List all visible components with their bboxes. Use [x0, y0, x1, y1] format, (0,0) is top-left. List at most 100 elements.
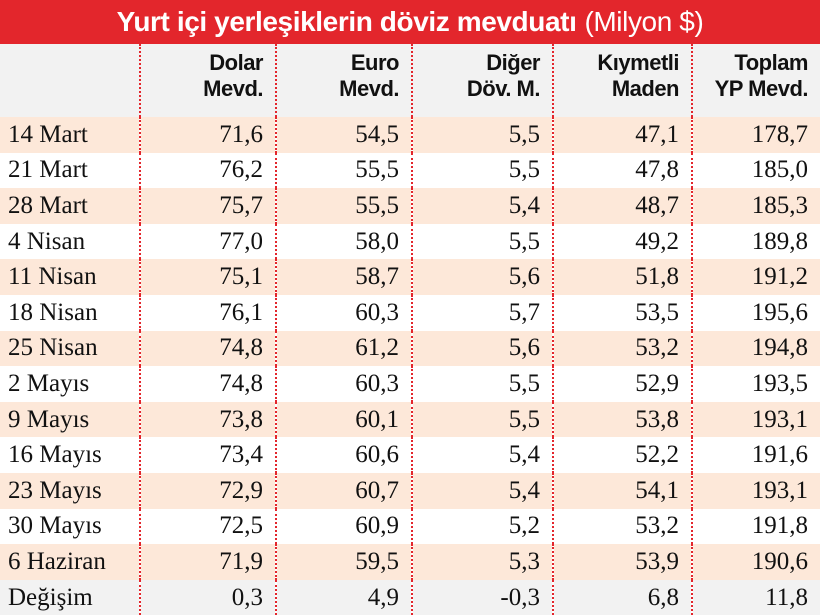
table-cell: 51,8 [553, 259, 693, 295]
table-cell: 59,5 [276, 544, 413, 580]
table-cell: 5,5 [412, 223, 554, 260]
table-row: 4 Nisan 77,0 58,0 5,5 49,2 189,8 [0, 223, 820, 260]
table-cell: 193,1 [751, 405, 808, 433]
table-cell: 49,2 [553, 223, 693, 260]
column-header-line2: Mevd. [339, 76, 399, 101]
table-cell: 77,0 [140, 223, 277, 260]
table-cell: 6,8 [553, 579, 693, 615]
table-cell: 53,2 [553, 508, 693, 545]
table-cell: 58,0 [276, 223, 413, 260]
table-cell: 60,7 [276, 472, 413, 509]
row-label: 4 Nisan [0, 223, 141, 260]
header-row: Dolar Mevd. Euro Mevd. Diğer Döv. M. Kıymet… [0, 44, 820, 117]
column-header-line2: YP Mevd. [714, 76, 809, 101]
column-header: Euro Mevd. [276, 44, 413, 117]
table-cell: 55,5 [276, 152, 413, 189]
table-row: 21 Mart 76,2 55,5 5,5 47,8 185,0 [0, 152, 820, 189]
title-bar: Yurt içi yerleşiklerin döviz mevduatı (M… [0, 0, 820, 44]
table-cell: 48,7 [553, 188, 693, 224]
row-label: 6 Haziran [0, 544, 141, 580]
row-label: 21 Mart [0, 152, 141, 189]
row-label: 16 Mayıs [0, 437, 141, 473]
row-label: Değişim [0, 579, 141, 615]
row-label: 11 Nisan [0, 259, 141, 295]
column-header-line1: Dolar [209, 50, 263, 75]
table-row: 6 Haziran 71,9 59,5 5,3 53,9 190,6 [0, 544, 820, 580]
table-cell: 60,6 [276, 437, 413, 473]
table-cell: 5,7 [412, 294, 554, 331]
table-cell: 60,1 [276, 401, 413, 438]
column-header: Diğer Döv. M. [412, 44, 554, 117]
table-cell: 53,8 [553, 401, 693, 438]
table-cell: 75,7 [140, 188, 277, 224]
table-row: 28 Mart 75,7 55,5 5,4 48,7 185,3 [0, 188, 820, 224]
table-cell: 5,5 [412, 366, 554, 402]
table-cell: 5,3 [412, 544, 554, 580]
table-cell: 4,9 [276, 579, 413, 615]
table-cell: 54,1 [553, 472, 693, 509]
row-label: 28 Mart [0, 188, 141, 224]
table-row: 14 Mart 71,6 54,5 5,5 47,1 178,7 [0, 117, 820, 153]
table-cell: 60,3 [276, 366, 413, 402]
table-row: Değişim 0,3 4,9 -0,3 6,8 11,8 [0, 579, 820, 615]
table-cell: 5,5 [412, 117, 554, 153]
table-cell: 189,8 [751, 227, 808, 255]
table-row: 30 Mayıs 72,5 60,9 5,2 53,2 191,8 [0, 508, 820, 545]
table-cell: 5,6 [412, 259, 554, 295]
table-cell: 74,8 [140, 330, 277, 367]
column-header: Toplam YP Mevd. [692, 44, 820, 117]
table-cell: 5,4 [412, 188, 554, 224]
column-header-line2: Mevd. [203, 76, 263, 101]
column-header-line1: Toplam [734, 50, 808, 75]
row-label: 25 Nisan [0, 330, 141, 367]
column-header-line1: Diğer [486, 50, 540, 75]
table-cell: 71,6 [140, 117, 277, 153]
table-cell: 47,8 [553, 152, 693, 189]
table-cell: 72,5 [140, 508, 277, 545]
table-row: 2 Mayıs 74,8 60,3 5,5 52,9 193,5 [0, 366, 820, 402]
table-cell: 75,1 [140, 259, 277, 295]
table-row: 9 Mayıs 73,8 60,1 5,5 53,8 193,1 [0, 401, 820, 438]
column-header: Kıymetli Maden [553, 44, 693, 117]
table-cell: 5,4 [412, 472, 554, 509]
table-cell: 76,1 [140, 294, 277, 331]
table-cell: 76,2 [140, 152, 277, 189]
table-cell: 5,2 [412, 508, 554, 545]
chart-title: Yurt içi yerleşiklerin döviz mevduatı [116, 6, 577, 37]
row-label: 30 Mayıs [0, 508, 141, 545]
column-header-line1: Euro [350, 50, 400, 75]
table-cell: 53,5 [553, 294, 693, 331]
table-cell: 191,2 [751, 263, 808, 291]
table-cell: 60,3 [276, 294, 413, 331]
table-row: 25 Nisan 74,8 61,2 5,6 53,2 194,8 [0, 330, 820, 367]
table-cell: 5,6 [412, 330, 554, 367]
table-cell: 47,1 [553, 117, 693, 153]
table-cell: -0,3 [412, 579, 554, 615]
table-cell: 58,7 [276, 259, 413, 295]
table-cell: 11,8 [765, 583, 808, 611]
table-row: 16 Mayıs 73,4 60,6 5,4 52,2 191,6 [0, 437, 820, 473]
header-label-corner [0, 44, 141, 117]
table-row: 23 Mayıs 72,9 60,7 5,4 54,1 193,1 [0, 472, 820, 509]
column-header-line2: Maden [611, 76, 680, 101]
table-cell: 178,7 [751, 120, 808, 148]
chart-unit: (Milyon $) [584, 6, 704, 37]
deposit-table: Dolar Mevd. Euro Mevd. Diğer Döv. M. Kıymet… [0, 44, 820, 615]
table-cell: 190,6 [751, 547, 808, 575]
row-label: 9 Mayıs [0, 401, 141, 438]
table-cell: 53,9 [553, 544, 693, 580]
table-cell: 193,1 [751, 476, 808, 504]
table-cell: 193,5 [751, 369, 808, 397]
row-label: 14 Mart [0, 117, 141, 153]
column-header: Dolar Mevd. [140, 44, 277, 117]
table-cell: 71,9 [140, 544, 277, 580]
table-cell: 185,3 [751, 191, 808, 219]
table-cell: 72,9 [140, 472, 277, 509]
table-cell: 53,2 [553, 330, 693, 367]
column-header-line1: Kıymetli [597, 50, 679, 75]
row-label: 18 Nisan [0, 294, 141, 331]
table-cell: 185,0 [751, 156, 808, 184]
table-cell: 73,8 [140, 401, 277, 438]
table-cell: 5,4 [412, 437, 554, 473]
table-cell: 73,4 [140, 437, 277, 473]
